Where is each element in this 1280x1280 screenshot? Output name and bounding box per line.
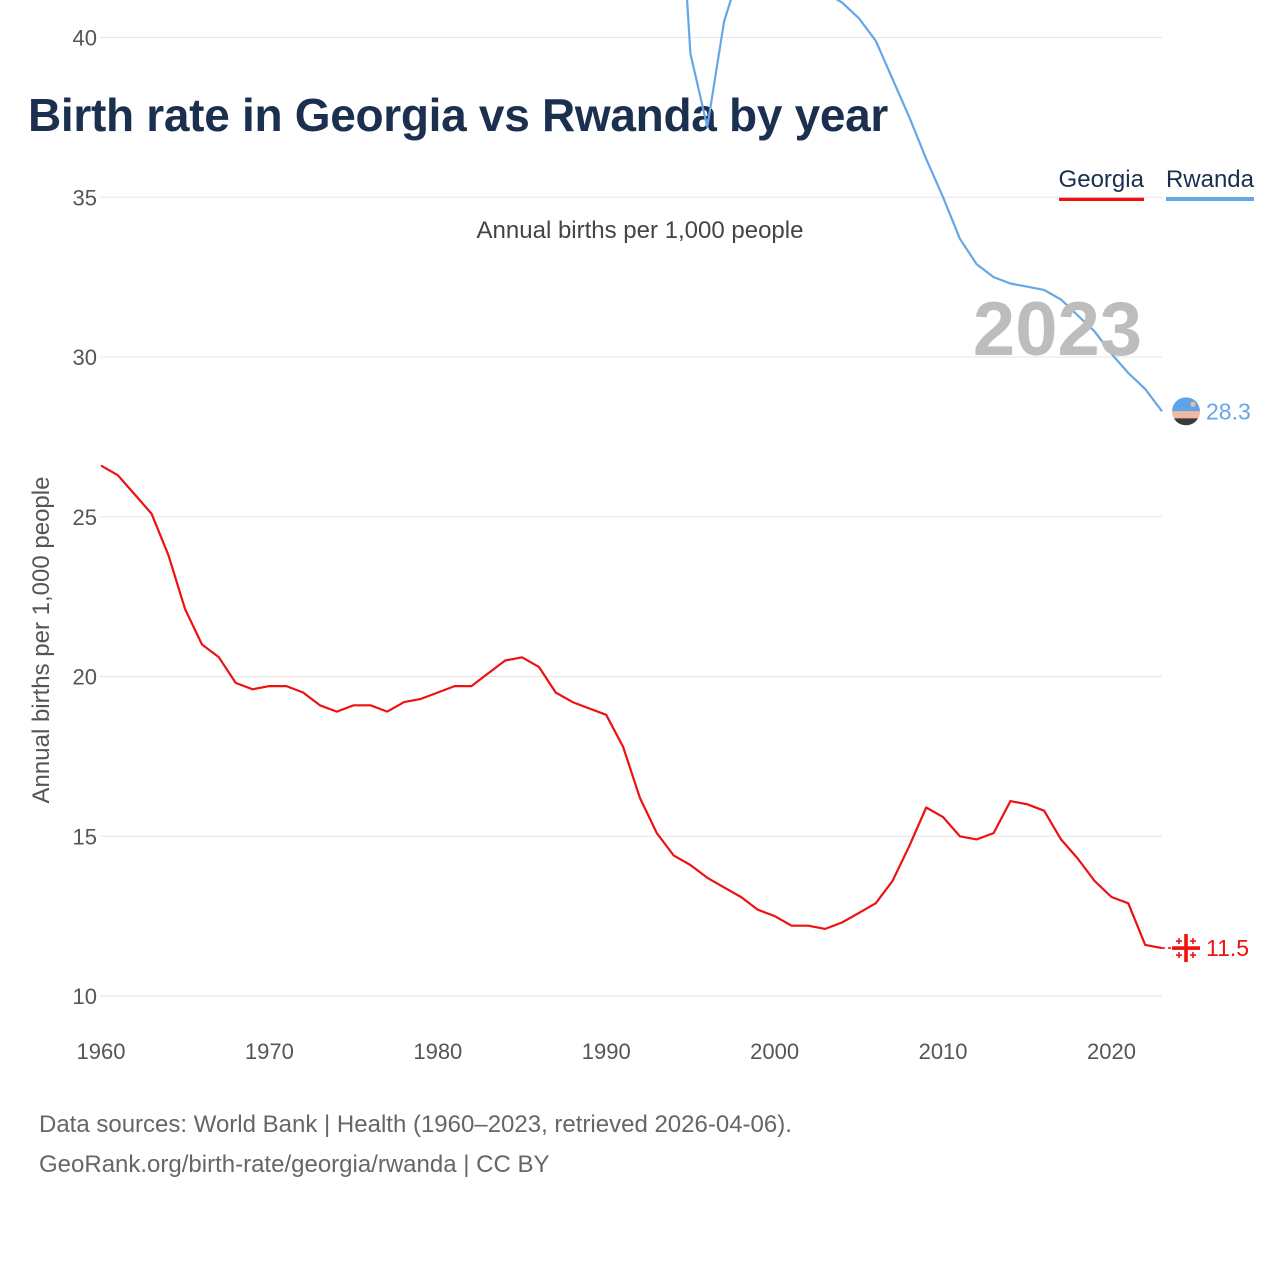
chart-title: Birth rate in Georgia vs Rwanda by year xyxy=(28,89,889,141)
y-tick-label: 40 xyxy=(73,26,97,51)
legend-item-rwanda[interactable]: Rwanda xyxy=(1165,166,1254,201)
x-tick-label: 1960 xyxy=(77,1039,126,1064)
rwanda-end-value: 28.3 xyxy=(1206,398,1251,424)
y-tick-label: 10 xyxy=(73,984,97,1009)
year-overlay: 2023 xyxy=(972,287,1142,372)
footer-source: Data sources: World Bank | Health (1960–… xyxy=(39,1111,792,1138)
x-tick-label: 1990 xyxy=(582,1039,631,1064)
x-axis-ticks: 1960 1970 1980 1990 2000 2010 2020 xyxy=(77,1039,1136,1064)
footer-attribution[interactable]: GeoRank.org/birth-rate/georgia/rwanda | … xyxy=(39,1151,550,1178)
grid-lines xyxy=(100,37,1162,997)
legend: Georgia Rwanda xyxy=(1058,166,1254,201)
series-line-rwanda[interactable] xyxy=(101,0,1163,412)
series-lines xyxy=(100,0,1163,950)
legend-item-georgia[interactable]: Georgia xyxy=(1058,166,1144,201)
series-line-georgia[interactable] xyxy=(100,464,1163,950)
chart-subtitle: Annual births per 1,000 people xyxy=(476,217,804,244)
footer: Data sources: World Bank | Health (1960–… xyxy=(39,1105,792,1185)
x-tick-label: 1970 xyxy=(245,1039,294,1064)
y-tick-label: 35 xyxy=(73,185,97,210)
georgia-end-value: 11.5 xyxy=(1206,935,1249,961)
y-tick-label: 20 xyxy=(73,665,97,690)
rwanda-flag-icon xyxy=(1172,397,1200,426)
x-tick-label: 2010 xyxy=(919,1039,968,1064)
y-tick-label: 25 xyxy=(73,505,97,530)
x-tick-label: 2000 xyxy=(750,1039,799,1064)
end-markers: 11.5 28.3 xyxy=(1162,397,1251,963)
georgia-flag-icon xyxy=(1172,934,1200,963)
x-tick-label: 2020 xyxy=(1087,1039,1136,1064)
x-tick-label: 1980 xyxy=(413,1039,462,1064)
line-chart: 101520253035404550 196019701980199020002… xyxy=(73,0,1251,1064)
y-tick-label: 30 xyxy=(73,345,97,370)
y-axis-ticks: 101520253035404550 xyxy=(73,26,97,1010)
y-tick-label: 15 xyxy=(73,824,97,849)
